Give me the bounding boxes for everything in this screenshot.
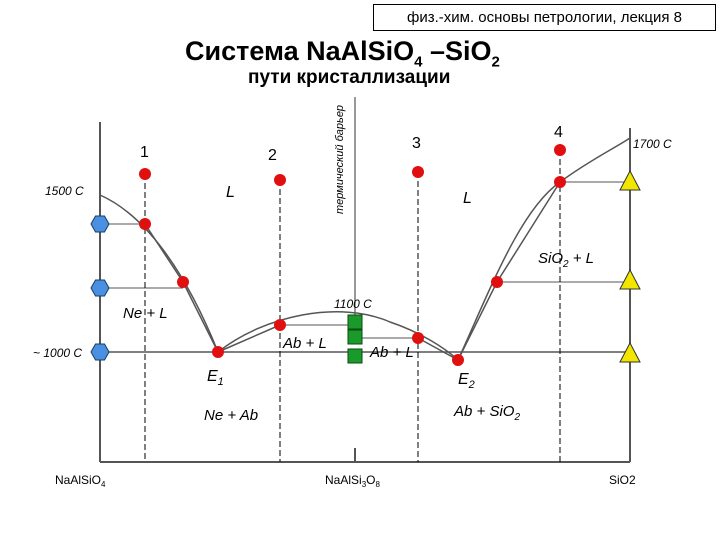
ab-crystal-rect-2	[347, 329, 363, 345]
point-path-4	[491, 276, 503, 288]
path-number-2: 2	[268, 147, 277, 164]
field-ab-liquid-left: Ab + L	[282, 335, 327, 352]
path-number-4: 4	[554, 124, 563, 141]
point-liquidus-2	[274, 319, 286, 331]
point-liquidus-3	[412, 332, 424, 344]
composition-mid-mid: O	[366, 473, 375, 487]
field-ne-ab: Ne + Ab	[204, 407, 258, 424]
point-e1	[212, 346, 224, 358]
point-e2	[452, 354, 464, 366]
ne-crystal-hexagon-1	[90, 215, 110, 233]
composition-mid-sub2: 8	[375, 480, 380, 489]
field-ab-sio2: Ab + SiO2	[453, 403, 520, 423]
composition-left-sub: 4	[101, 480, 106, 489]
temp-1500-label: 1500 C	[45, 184, 84, 198]
temp-1100-label: 1100 C	[334, 297, 372, 311]
sio2-crystal-triangle-1	[619, 169, 641, 191]
liquidus-left	[99, 194, 219, 353]
field-ab-sio2-sub: 2	[513, 412, 520, 423]
lecture-header: физ.-хим. основы петрологии, лекция 8	[373, 4, 716, 31]
composition-mid-label: NaAlSi3O8	[325, 473, 380, 489]
path-number-1: 1	[140, 144, 149, 161]
page-subtitle: пути кристаллизации	[248, 67, 451, 88]
sio2-crystal-triangle-3	[619, 341, 641, 363]
temp-1000-label: ~ 1000 C	[33, 346, 82, 360]
field-ab-liquid-right: Ab + L	[369, 344, 414, 361]
eutectic-e1-label: E1	[207, 368, 224, 388]
field-ne-liquid: Ne + L	[123, 305, 168, 322]
field-sio2-liquid-main: SiO	[538, 250, 563, 267]
composition-mid-main: NaAlSi	[325, 473, 362, 487]
point-start-2	[274, 174, 286, 186]
eutectic-e2-main: E	[458, 371, 469, 388]
temp-1700-label: 1700 C	[633, 137, 672, 151]
title-sub1: 4	[414, 53, 423, 71]
field-sio2-liquid: SiO2 + L	[538, 250, 594, 270]
field-liquid-left: L	[226, 184, 235, 201]
path-segment-3	[417, 337, 459, 361]
eutectic-e2-sub: 2	[468, 379, 475, 391]
ne-crystal-hexagon-2	[90, 279, 110, 297]
page-title: Система NaAlSiO4 –SiO2	[185, 36, 500, 70]
ab-liquidus-dome	[217, 311, 459, 361]
field-sio2-liquid-sub: 2	[562, 259, 569, 270]
ne-crystal-hexagon-3	[90, 343, 110, 361]
composition-left-label: NaAlSiO4	[55, 473, 106, 489]
composition-mid-sub1: 3	[362, 480, 367, 489]
point-start-1	[139, 168, 151, 180]
liquidus-right	[457, 137, 631, 361]
point-path-1	[177, 276, 189, 288]
path-number-3: 3	[412, 135, 421, 152]
path-segment-4	[457, 181, 561, 361]
eutectic-e1-sub: 1	[218, 376, 224, 388]
title-mid: –SiO	[422, 36, 492, 66]
title-main: Система NaAlSiO	[185, 36, 415, 66]
field-sio2-liquid-rest: + L	[569, 250, 594, 267]
point-start-3	[412, 166, 424, 178]
eutectic-e2-label: E2	[458, 371, 475, 391]
composition-left-main: NaAlSiO	[55, 473, 101, 487]
title-sub2: 2	[491, 53, 500, 71]
composition-right-label: SiO2	[609, 473, 636, 487]
ab-crystal-rect-1	[347, 314, 363, 330]
eutectic-e1-main: E	[207, 368, 218, 385]
point-liquidus-1	[139, 218, 151, 230]
thermal-barrier-label: термический барьер	[334, 105, 346, 214]
sio2-crystal-triangle-2	[619, 268, 641, 290]
field-liquid-right: L	[463, 190, 472, 207]
ab-crystal-rect-3	[347, 348, 363, 364]
path-segment-2	[217, 324, 281, 353]
point-start-4	[554, 144, 566, 156]
point-liquidus-4	[554, 176, 566, 188]
field-ab-sio2-main: Ab + SiO	[453, 403, 515, 420]
